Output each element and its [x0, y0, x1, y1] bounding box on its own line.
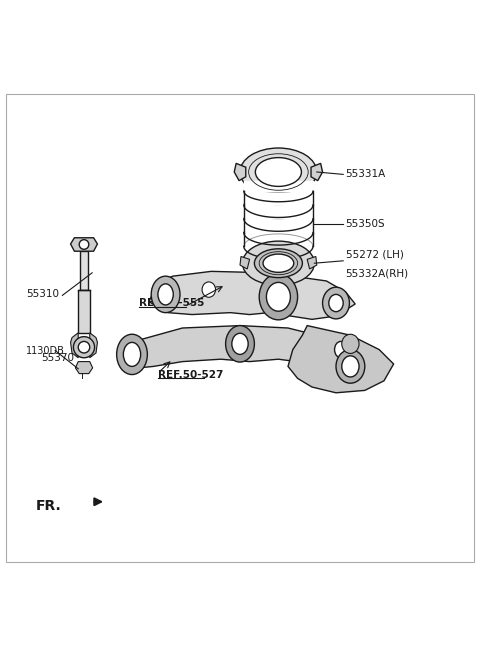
Ellipse shape — [232, 333, 248, 354]
Polygon shape — [149, 272, 355, 319]
FancyBboxPatch shape — [78, 289, 90, 333]
Ellipse shape — [226, 325, 254, 362]
Polygon shape — [71, 237, 97, 251]
Ellipse shape — [151, 276, 180, 313]
Text: 55272 (LH): 55272 (LH) — [346, 249, 404, 259]
Text: 55370: 55370 — [41, 353, 74, 363]
Ellipse shape — [263, 254, 294, 272]
Polygon shape — [307, 256, 317, 269]
Ellipse shape — [123, 342, 141, 367]
FancyBboxPatch shape — [80, 251, 88, 289]
Ellipse shape — [202, 282, 216, 297]
Ellipse shape — [329, 335, 353, 364]
Polygon shape — [240, 256, 250, 269]
Polygon shape — [75, 361, 93, 374]
Ellipse shape — [79, 239, 89, 249]
Ellipse shape — [336, 350, 365, 383]
Ellipse shape — [78, 341, 90, 353]
Text: 55310: 55310 — [26, 289, 60, 299]
Ellipse shape — [329, 295, 343, 312]
Text: 55350S: 55350S — [346, 218, 385, 228]
Polygon shape — [90, 333, 97, 358]
Ellipse shape — [342, 335, 359, 354]
Text: REF.50-527: REF.50-527 — [158, 369, 224, 380]
Ellipse shape — [323, 287, 349, 319]
Ellipse shape — [342, 356, 359, 377]
Ellipse shape — [254, 249, 302, 277]
Ellipse shape — [73, 337, 95, 358]
Polygon shape — [234, 163, 246, 180]
Ellipse shape — [266, 282, 290, 311]
Polygon shape — [71, 333, 78, 358]
Ellipse shape — [255, 157, 301, 186]
Polygon shape — [288, 325, 394, 393]
Ellipse shape — [259, 274, 298, 320]
Ellipse shape — [240, 148, 317, 196]
Polygon shape — [311, 163, 323, 180]
Text: 55332A(RH): 55332A(RH) — [346, 268, 409, 278]
Ellipse shape — [335, 341, 347, 358]
Text: 55331A: 55331A — [346, 169, 386, 179]
Ellipse shape — [158, 284, 173, 305]
Text: 1130DB: 1130DB — [26, 346, 65, 356]
Ellipse shape — [242, 241, 314, 285]
Text: FR.: FR. — [36, 499, 62, 512]
Text: REF.54-555: REF.54-555 — [139, 298, 204, 308]
Ellipse shape — [117, 335, 147, 375]
Polygon shape — [125, 325, 346, 369]
